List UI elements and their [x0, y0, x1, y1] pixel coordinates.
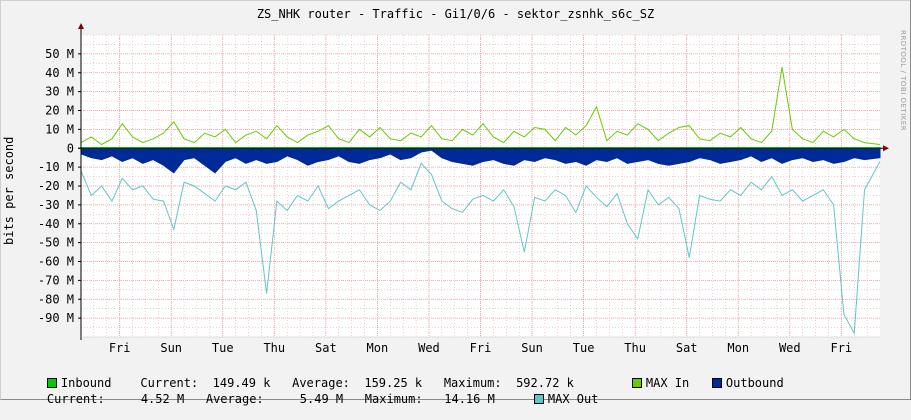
y-tick-label: 10 M	[45, 122, 74, 136]
x-tick-label: Fri	[470, 341, 492, 355]
x-tick-label: Tue	[212, 341, 234, 355]
max-out-label: MAX Out	[548, 392, 599, 406]
y-tick-label: -40 M	[38, 217, 74, 231]
x-tick-label: Fri	[109, 341, 131, 355]
max-in-swatch	[632, 378, 642, 388]
x-tick-label: Sun	[521, 341, 543, 355]
y-tick-label: 0	[67, 141, 74, 155]
y-tick-label: -60 M	[38, 255, 74, 269]
legend-max-out: MAX Out	[505, 378, 598, 420]
outbound-stats: Current: 4.52 M Average: 5.49 M Maximum:…	[47, 392, 495, 406]
y-tick-label: -90 M	[38, 311, 74, 325]
y-tick-label: -10 M	[38, 160, 74, 174]
max-out-swatch	[534, 394, 544, 404]
x-tick-label: Mon	[727, 341, 749, 355]
x-tick-label: Tue	[573, 341, 595, 355]
x-tick-label: Thu	[263, 341, 285, 355]
legend-outbound: Outbound	[683, 362, 784, 404]
x-tick-label: Sun	[160, 341, 182, 355]
y-tick-label: 40 M	[45, 66, 74, 80]
x-axis-arrow	[883, 145, 889, 151]
y-tick-label: -50 M	[38, 236, 74, 250]
x-tick-label: Fri	[830, 341, 852, 355]
x-tick-label: Sat	[676, 341, 698, 355]
y-tick-label: 30 M	[45, 85, 74, 99]
y-tick-label: -30 M	[38, 198, 74, 212]
y-axis-arrow	[78, 23, 84, 29]
y-tick-label: -70 M	[38, 273, 74, 287]
x-tick-label: Thu	[624, 341, 646, 355]
x-tick-label: Wed	[418, 341, 440, 355]
y-tick-label: 20 M	[45, 104, 74, 118]
legend-row-outbound: Current: 4.52 M Average: 5.49 M Maximum:…	[18, 378, 495, 420]
traffic-chart: 50 M 40 M 30 M 20 M 10 M 0 -10 M -20 M -30 M -40 …	[0, 0, 911, 360]
y-tick-label: -80 M	[38, 292, 74, 306]
x-tick-label: Wed	[779, 341, 801, 355]
legend-max-in: MAX In	[603, 362, 689, 404]
y-tick-label: 50 M	[45, 47, 74, 61]
y-tick-label: -20 M	[38, 179, 74, 193]
x-tick-label: Sat	[315, 341, 337, 355]
outbound-label: Outbound	[726, 376, 784, 390]
outbound-swatch	[712, 378, 722, 388]
x-tick-label: Mon	[367, 341, 389, 355]
